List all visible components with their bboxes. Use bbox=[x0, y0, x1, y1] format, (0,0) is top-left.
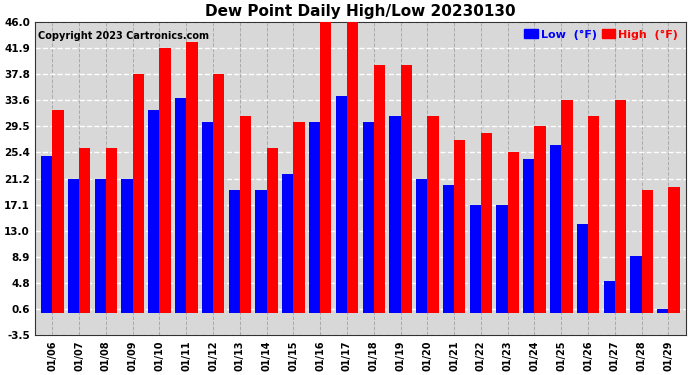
Bar bbox=[309, 122, 320, 313]
Bar bbox=[186, 42, 197, 313]
Bar bbox=[201, 122, 213, 313]
Bar bbox=[588, 116, 600, 313]
Bar bbox=[577, 225, 588, 313]
Bar bbox=[240, 116, 251, 313]
Bar bbox=[95, 179, 106, 313]
Bar bbox=[347, 22, 358, 313]
Bar bbox=[175, 98, 186, 313]
Bar bbox=[561, 100, 573, 313]
Bar bbox=[443, 184, 454, 313]
Bar bbox=[282, 174, 293, 313]
Bar bbox=[615, 100, 626, 313]
Bar bbox=[374, 65, 385, 313]
Bar bbox=[52, 110, 63, 313]
Bar bbox=[535, 126, 546, 313]
Bar bbox=[550, 145, 561, 313]
Bar bbox=[669, 187, 680, 313]
Bar bbox=[470, 205, 481, 313]
Bar bbox=[293, 122, 305, 313]
Bar bbox=[106, 148, 117, 313]
Bar bbox=[336, 96, 347, 313]
Bar bbox=[41, 156, 52, 313]
Bar bbox=[121, 179, 132, 313]
Bar bbox=[496, 205, 508, 313]
Bar bbox=[508, 152, 519, 313]
Bar bbox=[642, 190, 653, 313]
Bar bbox=[79, 148, 90, 313]
Legend: Low  (°F), High  (°F): Low (°F), High (°F) bbox=[522, 27, 680, 42]
Bar bbox=[389, 116, 401, 313]
Bar bbox=[213, 74, 224, 313]
Title: Dew Point Daily High/Low 20230130: Dew Point Daily High/Low 20230130 bbox=[205, 4, 515, 19]
Bar bbox=[523, 159, 535, 313]
Bar bbox=[132, 74, 144, 313]
Bar bbox=[604, 282, 615, 313]
Bar bbox=[266, 148, 278, 313]
Bar bbox=[159, 48, 170, 313]
Bar bbox=[657, 309, 669, 313]
Bar bbox=[255, 190, 266, 313]
Bar bbox=[320, 22, 331, 313]
Bar bbox=[631, 256, 642, 313]
Bar bbox=[148, 110, 159, 313]
Text: Copyright 2023 Cartronics.com: Copyright 2023 Cartronics.com bbox=[38, 31, 209, 41]
Bar bbox=[454, 140, 465, 313]
Bar bbox=[416, 179, 427, 313]
Bar bbox=[68, 179, 79, 313]
Bar bbox=[401, 65, 412, 313]
Bar bbox=[362, 122, 374, 313]
Bar bbox=[228, 190, 240, 313]
Bar bbox=[427, 116, 439, 313]
Bar bbox=[481, 133, 492, 313]
